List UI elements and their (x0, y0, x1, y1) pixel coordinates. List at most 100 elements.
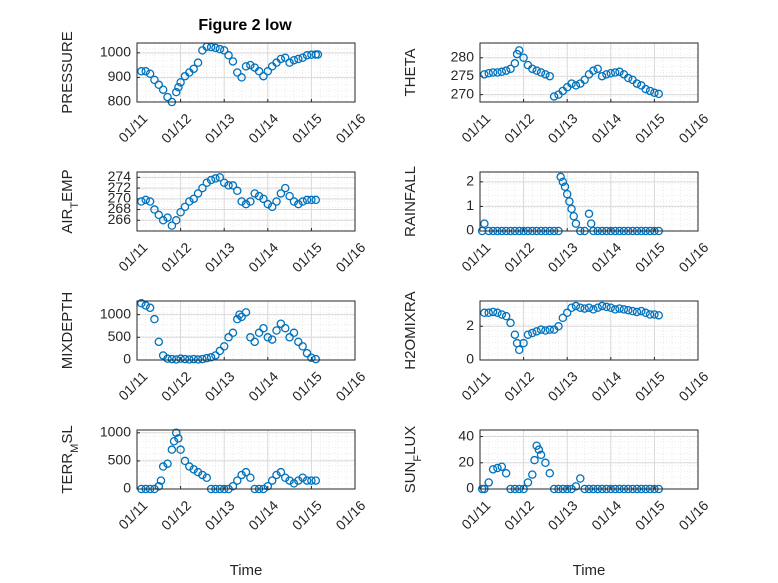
data-point (224, 51, 233, 60)
axes-box (136, 300, 356, 361)
data-point (519, 53, 528, 63)
data-point (313, 50, 323, 59)
data-point (623, 73, 633, 83)
data-point (254, 328, 264, 338)
x-tick-label: 01/16 (332, 368, 368, 404)
axes-box (136, 171, 356, 232)
data-point (174, 83, 183, 92)
y-tick-label: 1000 (100, 44, 131, 60)
data-point (493, 463, 502, 473)
figure-title: Figure 2 low (198, 17, 292, 34)
data-point (523, 330, 533, 339)
data-point (145, 303, 155, 313)
data-point (302, 476, 312, 485)
x-tick-label: 01/11 (115, 368, 151, 404)
data-point (506, 64, 515, 74)
data-point (536, 325, 546, 334)
x-tick-label: 01/12 (158, 110, 194, 146)
data-point (198, 183, 207, 193)
data-point (267, 476, 277, 485)
data-point (610, 305, 620, 314)
subplot-rainfall: 01/11 01/12 01/13 01/14 01/15 01/16 0 1 2 RAINFAL… (402, 166, 712, 275)
data-point (150, 314, 159, 324)
data-point (637, 306, 646, 316)
data-point (176, 354, 185, 363)
y-axis-label: RAINFALL (402, 166, 419, 237)
subplot-theta: 01/11 01/12 01/13 01/14 01/15 01/16 270 275 280 T… (402, 42, 712, 146)
y-tick-label: 270 (451, 85, 475, 101)
data-point (541, 326, 550, 335)
data-point (307, 195, 316, 205)
y-tick-label: 0 (466, 222, 474, 238)
y-tick-label: 1000 (100, 424, 131, 440)
y-tick-label: 40 (458, 427, 474, 443)
data-point (263, 67, 273, 76)
data-point (233, 476, 242, 485)
data-point (189, 194, 198, 204)
data-point (289, 479, 299, 488)
data-point (263, 481, 273, 491)
y-tick-label: 20 (458, 453, 474, 469)
x-tick-label: 01/12 (158, 368, 194, 404)
data-point (576, 474, 585, 483)
data-point (567, 303, 576, 312)
data-point (532, 66, 541, 75)
data-point (141, 67, 150, 76)
data-point (254, 67, 264, 76)
data-point (650, 310, 659, 319)
data-point (237, 312, 246, 322)
data-point (545, 325, 555, 334)
subplot-terr-msl: 01/11 01/12 01/13 01/14 01/15 01/16 0 500 1000 TE… (59, 424, 369, 579)
data-point (246, 60, 255, 70)
data-point (224, 181, 233, 190)
data-point (545, 71, 555, 81)
y-axis-label: THETA (402, 48, 419, 96)
y-axis-label: TERRMSL (59, 425, 81, 493)
data-point (571, 81, 581, 90)
data-point (528, 328, 537, 338)
data-point (501, 469, 511, 478)
data-point (219, 178, 229, 187)
data-point (615, 67, 624, 77)
y-tick-label: 270 (108, 190, 132, 206)
data-point (589, 305, 598, 314)
data-point (506, 318, 515, 328)
data-point (302, 51, 312, 60)
data-point (259, 323, 268, 333)
x-axis-label: Time (573, 562, 606, 579)
y-tick-label: 280 (451, 48, 475, 64)
data-point (510, 59, 520, 68)
data-point (523, 478, 533, 487)
data-point (174, 434, 183, 443)
series-markers (137, 299, 321, 364)
data-point (259, 194, 268, 204)
data-point (497, 310, 507, 319)
data-point (246, 473, 255, 483)
x-tick-label: 01/14 (588, 497, 624, 533)
data-point (307, 476, 316, 485)
data-point (580, 304, 589, 313)
data-point (171, 428, 181, 438)
x-tick-label: 01/15 (289, 497, 325, 533)
y-axis-label: PRESSURE (59, 31, 76, 114)
data-point (298, 53, 307, 63)
data-point (558, 313, 568, 323)
y-tick-label: 275 (451, 67, 475, 83)
x-tick-label: 01/14 (245, 110, 281, 146)
data-point (263, 333, 273, 342)
data-point (233, 314, 242, 324)
data-point (294, 476, 303, 485)
data-point (567, 204, 576, 214)
data-point (237, 470, 246, 480)
data-point (567, 79, 576, 88)
data-point (589, 66, 598, 75)
x-tick-label: 01/11 (115, 110, 151, 146)
data-point (180, 202, 190, 212)
data-point (549, 92, 559, 101)
x-axis-label: Time (230, 562, 263, 579)
x-tick-label: 01/15 (289, 110, 325, 146)
data-point (180, 354, 190, 364)
data-point (163, 459, 172, 468)
y-tick-label: 268 (108, 200, 132, 216)
